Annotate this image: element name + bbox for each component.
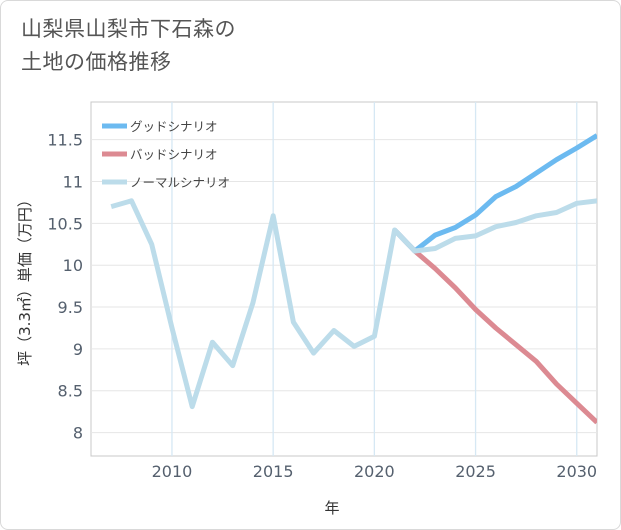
y-tick-label: 10.5 xyxy=(47,214,83,233)
series-line-normal xyxy=(110,198,597,410)
legend-good-label: グッドシナリオ xyxy=(130,119,218,134)
x-tick-label: 2015 xyxy=(253,462,294,481)
y-tick-label: 8.5 xyxy=(58,382,83,401)
y-tick-label: 9 xyxy=(73,340,83,359)
chart-title: 山梨県山梨市下石森の 土地の価格推移 xyxy=(21,13,381,79)
y-tick-label: 11.5 xyxy=(47,131,83,150)
x-tick-label: 2020 xyxy=(354,462,395,481)
y-tick-label: 11 xyxy=(63,173,83,192)
y-tick-label: 9.5 xyxy=(58,298,83,317)
x-tick-label: 2030 xyxy=(556,462,597,481)
y-axis-title: 坪（3.3㎡）単価（万円） xyxy=(16,192,34,366)
y-tick-label: 10 xyxy=(63,256,83,275)
y-tick-label: 8 xyxy=(73,424,83,443)
plot-area xyxy=(90,101,598,457)
tick-labels: 8 8.5 9 9.5 10 10.5 11 11.5 2010 2015 2020 2025 2030 xyxy=(47,131,597,481)
x-tick-label: 2025 xyxy=(455,462,496,481)
chart-title-line2: 土地の価格推移 xyxy=(21,50,172,74)
legend-normal-label: ノーマルシナリオ xyxy=(130,175,230,190)
chart-title-line1: 山梨県山梨市下石森の xyxy=(21,17,236,41)
x-tick-label: 2010 xyxy=(152,462,193,481)
series-lines xyxy=(110,133,597,425)
x-axis-title: 年 xyxy=(324,499,339,517)
series-line-bad xyxy=(392,228,597,425)
gridlines xyxy=(91,102,597,456)
legend-bad-label: バッドシナリオ xyxy=(130,147,218,162)
series-line-good xyxy=(392,133,597,254)
